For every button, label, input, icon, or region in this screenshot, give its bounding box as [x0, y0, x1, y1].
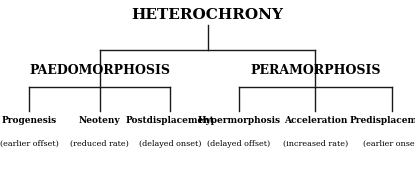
Text: (delayed onset): (delayed onset)	[139, 140, 201, 148]
Text: Acceleration: Acceleration	[284, 116, 347, 125]
Text: Predisplacement: Predisplacement	[350, 116, 415, 125]
Text: PERAMORPHOSIS: PERAMORPHOSIS	[250, 64, 381, 77]
Text: (earlier onset): (earlier onset)	[363, 140, 415, 148]
Text: (delayed offset): (delayed offset)	[207, 140, 270, 148]
Text: Hypermorphosis: Hypermorphosis	[197, 116, 280, 125]
Text: (increased rate): (increased rate)	[283, 140, 348, 148]
Text: PAEDOMORPHOSIS: PAEDOMORPHOSIS	[29, 64, 170, 77]
Text: (earlier offset): (earlier offset)	[0, 140, 59, 148]
Text: HETEROCHRONY: HETEROCHRONY	[132, 8, 283, 22]
Text: Progenesis: Progenesis	[2, 116, 56, 125]
Text: Postdisplacement: Postdisplacement	[126, 116, 215, 125]
Text: (reduced rate): (reduced rate)	[70, 140, 129, 148]
Text: Neoteny: Neoteny	[79, 116, 120, 125]
